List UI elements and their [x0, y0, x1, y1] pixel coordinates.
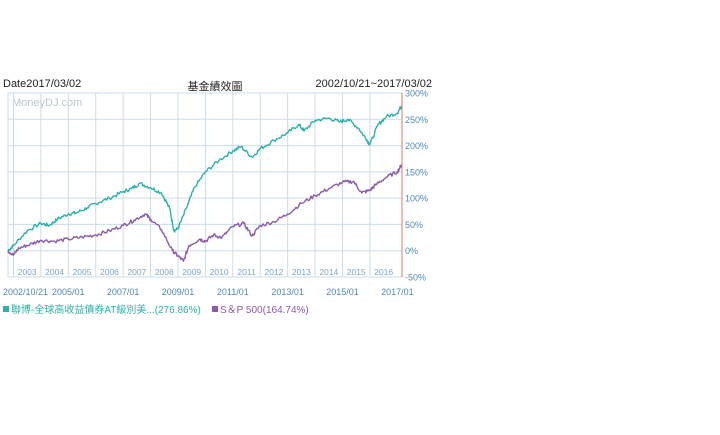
date-tick-label: 2017/01 [381, 287, 414, 297]
y-axis-ticks: 300% 250% 200% 150% 100% 50% 0% -50% [405, 89, 428, 283]
series-line-1 [7, 163, 403, 262]
year-label: 2009 [182, 267, 201, 277]
year-label: 2011 [237, 267, 256, 277]
year-label: 2005 [73, 267, 92, 277]
year-label: 2016 [374, 267, 393, 277]
year-label: 2010 [210, 267, 229, 277]
date-label: Date2017/03/02 [3, 78, 82, 90]
year-label: 2013 [292, 267, 311, 277]
year-label: 2014 [319, 267, 338, 277]
date-tick-label: 2002/10/21 [3, 287, 48, 297]
y-tick-label: 50% [405, 220, 423, 230]
year-label: 2004 [45, 267, 64, 277]
legend-swatch-fund [3, 305, 9, 312]
y-tick-label: 250% [405, 115, 428, 125]
year-label: 2015 [347, 267, 366, 277]
year-label: 2012 [264, 267, 283, 277]
year-label: 2003 [18, 267, 37, 277]
legend-item-sp500: S＆P 500(164.74%) [212, 301, 309, 316]
y-tick-label: 150% [405, 167, 428, 177]
date-range-label: 2002/10/21~2017/03/02 [315, 78, 432, 90]
year-labels: 2003 2004 2005 2006 2007 2008 2009 2010 2011 2012… [18, 267, 394, 277]
year-label: 2007 [127, 267, 146, 277]
chart-title: 基金績效圖 [187, 80, 243, 93]
date-tick-label: 2007/01 [107, 287, 140, 297]
y-tick-label: 100% [405, 194, 428, 204]
y-tick-label: 0% [405, 246, 418, 256]
year-label: 2006 [100, 267, 119, 277]
series-lines [7, 105, 403, 262]
series-line-0 [7, 105, 403, 252]
watermark: MoneyDJ.com [12, 97, 82, 109]
date-tick-label: 2013/01 [271, 287, 304, 297]
date-tick-label: 2005/01 [52, 287, 85, 297]
legend-label-sp500: S＆P 500(164.74%) [220, 305, 309, 316]
legend-item-fund: 聯博-全球高收益債券AT級別美...(276.86%) [3, 301, 201, 316]
legend-label-fund: 聯博-全球高收益債券AT級別美...(276.86%) [11, 305, 201, 316]
y-tick-label: 200% [405, 141, 428, 151]
legend-swatch-sp500 [212, 305, 218, 312]
year-label: 2008 [155, 267, 174, 277]
date-tick-label: 2015/01 [326, 287, 359, 297]
date-tick-label: 2009/01 [162, 287, 195, 297]
date-tick-label: 2011/01 [217, 287, 249, 297]
date-axis-labels: 2002/10/21 2005/01 2007/01 2009/01 2011/01 20… [3, 287, 414, 297]
y-tick-label: -50% [405, 273, 426, 283]
y-tick-label: 300% [405, 89, 428, 99]
